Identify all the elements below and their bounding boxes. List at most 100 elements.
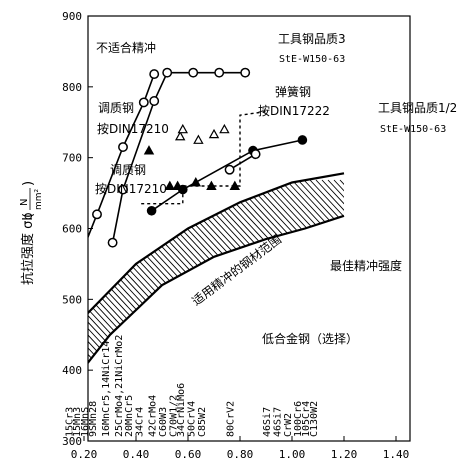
hatch-line bbox=[436, 180, 476, 460]
hatch-line bbox=[201, 179, 345, 381]
steel-grade-label: 105Cr4 bbox=[301, 401, 312, 437]
label-best-strength: 最佳精冲强度 bbox=[330, 258, 402, 273]
data-point bbox=[174, 130, 186, 141]
steel-grade-label: 15Cr3 bbox=[64, 407, 75, 437]
x-tick-label: 0.60 bbox=[175, 448, 202, 461]
data-point bbox=[118, 142, 128, 152]
hatch-line bbox=[315, 179, 345, 381]
data-point bbox=[143, 145, 155, 155]
hatch-line bbox=[88, 179, 235, 381]
hatch-line bbox=[321, 179, 345, 381]
hatch-line bbox=[249, 179, 345, 381]
label-quenched-1-std: 按DIN17210 bbox=[97, 122, 169, 136]
hatch-line bbox=[88, 179, 229, 381]
data-point bbox=[206, 180, 217, 190]
hatch-line bbox=[237, 179, 345, 381]
steel-grade-label: 16MnS bbox=[80, 407, 91, 437]
steel-grade-label: 9SMn28 bbox=[88, 401, 99, 437]
steel-grade-label: 34Cr4 bbox=[135, 407, 146, 437]
hatch-line bbox=[454, 180, 476, 460]
x-tick-label: 0.20 bbox=[71, 448, 98, 461]
label-tool-steel-half: 工具钢品质1/2 bbox=[378, 101, 457, 115]
data-point bbox=[118, 184, 128, 195]
hatch-line bbox=[225, 179, 345, 381]
steel-grade-label: C70W1/2 bbox=[168, 395, 179, 437]
hatch-line bbox=[376, 180, 476, 460]
data-point bbox=[49, 327, 57, 335]
label-tool-steel-3: 工具钢品质3 bbox=[278, 32, 346, 46]
steel-grade-label: C130W2 bbox=[309, 401, 320, 437]
hatch-line bbox=[327, 179, 345, 381]
hatch-line bbox=[352, 180, 476, 460]
hatch-line bbox=[472, 180, 476, 460]
data-point bbox=[240, 67, 251, 78]
data-point bbox=[172, 180, 183, 190]
label-unsuitable: 不适合精冲 bbox=[96, 40, 156, 55]
hatch-line bbox=[88, 179, 223, 381]
data-point bbox=[164, 180, 176, 190]
y-axis-label: 抗拉强度 σb bbox=[20, 212, 36, 285]
hatch-line bbox=[303, 179, 345, 381]
x-tick-label: 1.00 bbox=[279, 448, 306, 461]
steel-grade-label: 46Si7 bbox=[272, 407, 283, 437]
steel-grade-label: 16MnCr5,14NiCr14 bbox=[101, 341, 112, 437]
band-lower-edge bbox=[88, 214, 345, 365]
hatch-line bbox=[333, 179, 345, 381]
label-low-alloy: 低合金钢（选择） bbox=[262, 331, 358, 346]
hatch-line bbox=[261, 179, 345, 381]
data-point bbox=[149, 96, 160, 106]
hatch-line bbox=[442, 180, 476, 460]
x-tick-label: 1.40 bbox=[383, 448, 410, 461]
data-point bbox=[214, 67, 225, 78]
svg-text:): ) bbox=[21, 181, 36, 186]
data-point bbox=[188, 67, 199, 78]
data-point bbox=[107, 237, 118, 248]
hatch-line bbox=[448, 180, 476, 460]
hatch-line bbox=[339, 179, 345, 381]
hatch-line bbox=[418, 180, 476, 460]
data-point bbox=[224, 164, 235, 175]
hatch-line bbox=[370, 180, 476, 460]
label-tool-steel-half-std: StE-W150-63 bbox=[380, 124, 446, 135]
series-line-3 bbox=[151, 139, 303, 212]
data-point bbox=[146, 205, 157, 216]
hatch-line bbox=[460, 180, 476, 460]
data-point bbox=[177, 123, 189, 134]
hatch-line bbox=[88, 179, 247, 381]
y-axis-title: 抗拉强度 σb bbox=[20, 212, 36, 285]
y-tick-label: 300 bbox=[62, 435, 82, 448]
label-quenched-1: 调质钢 bbox=[98, 101, 134, 115]
hatch-line bbox=[466, 180, 476, 460]
hatch-line bbox=[364, 180, 476, 460]
hatch-line bbox=[430, 180, 476, 460]
steel-grade-label: 25CrMo4,21NiCrMo2 bbox=[114, 335, 125, 437]
hatch-line bbox=[88, 179, 241, 381]
data-point bbox=[162, 67, 173, 78]
hatch-line bbox=[309, 179, 345, 381]
hatch-line bbox=[406, 180, 476, 460]
series-line-4 bbox=[229, 153, 257, 171]
label-spring-std: 按DIN17222 bbox=[258, 104, 330, 118]
data-point bbox=[149, 69, 160, 80]
y-tick-label: 600 bbox=[62, 223, 82, 236]
series-line-1 bbox=[88, 73, 155, 240]
hatch-line bbox=[388, 180, 476, 460]
steel-grade-label: C85W2 bbox=[197, 407, 208, 437]
label-spring: 弹簧钢 bbox=[275, 84, 311, 99]
y-axis-unit: ( N mm² ) bbox=[19, 181, 44, 218]
plot-frame bbox=[87, 15, 411, 442]
hatch-line bbox=[412, 180, 476, 460]
hatch-line bbox=[358, 180, 476, 460]
hatch-line bbox=[88, 179, 277, 381]
hatch-line bbox=[382, 180, 476, 460]
hatch-line bbox=[346, 180, 476, 460]
steel-grade-label: C60W3 bbox=[158, 407, 169, 437]
label-quenched-2-std: 按DIN17210 bbox=[95, 182, 167, 196]
data-point bbox=[208, 128, 220, 139]
svg-text:(: ( bbox=[21, 213, 36, 218]
label-quenched-2: 调质钢 bbox=[110, 163, 146, 177]
hatch-line bbox=[424, 180, 476, 460]
hatch-line bbox=[219, 179, 345, 381]
